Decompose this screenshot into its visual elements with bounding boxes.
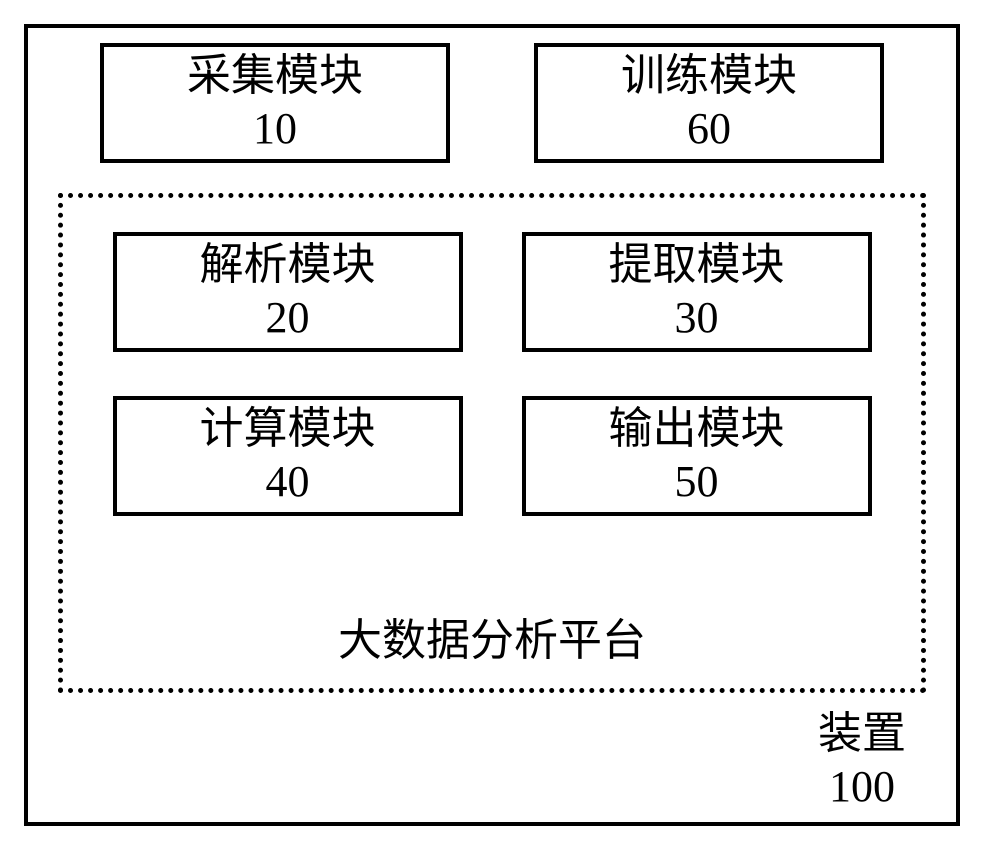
output-module-number: 50 <box>675 456 719 509</box>
device-label-block: 装置 100 <box>818 708 906 814</box>
calculation-module: 计算模块 40 <box>113 396 463 516</box>
collection-module-label: 采集模块 <box>187 50 363 103</box>
device-label-text: 装置 <box>818 708 906 761</box>
parsing-module-label: 解析模块 <box>200 239 376 292</box>
top-module-row: 采集模块 10 训练模块 60 <box>28 43 956 163</box>
calculation-module-number: 40 <box>266 456 310 509</box>
output-module-label: 输出模块 <box>609 403 785 456</box>
extraction-module-number: 30 <box>675 292 719 345</box>
training-module-number: 60 <box>687 103 731 156</box>
device-container: 采集模块 10 训练模块 60 解析模块 20 提取模块 30 计算模块 40 <box>24 24 960 826</box>
collection-module: 采集模块 10 <box>100 43 450 163</box>
training-module-label: 训练模块 <box>621 50 797 103</box>
inner-module-row-1: 解析模块 20 提取模块 30 <box>63 232 921 352</box>
parsing-module: 解析模块 20 <box>113 232 463 352</box>
inner-module-row-2: 计算模块 40 输出模块 50 <box>63 396 921 516</box>
platform-label: 大数据分析平台 <box>63 604 921 668</box>
platform-container: 解析模块 20 提取模块 30 计算模块 40 输出模块 50 大数据分析平台 <box>58 193 926 693</box>
output-module: 输出模块 50 <box>522 396 872 516</box>
device-label-number: 100 <box>818 761 906 814</box>
calculation-module-label: 计算模块 <box>200 403 376 456</box>
extraction-module-label: 提取模块 <box>609 239 785 292</box>
extraction-module: 提取模块 30 <box>522 232 872 352</box>
parsing-module-number: 20 <box>266 292 310 345</box>
collection-module-number: 10 <box>253 103 297 156</box>
training-module: 训练模块 60 <box>534 43 884 163</box>
